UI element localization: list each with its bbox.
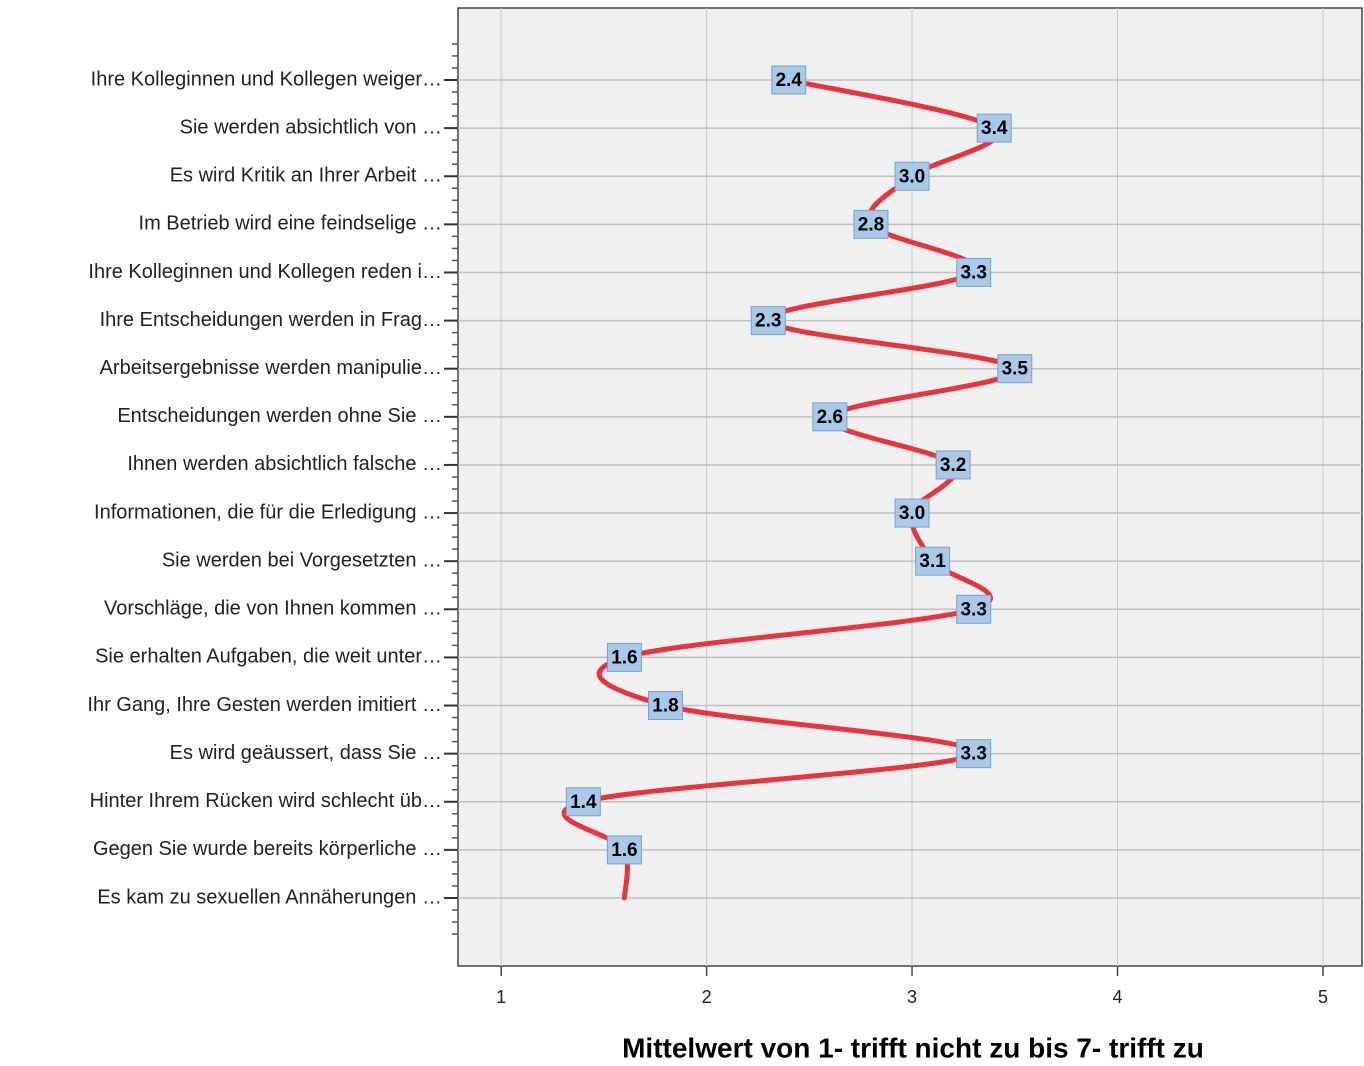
value-label-box [606,642,642,672]
value-label: 3.3 [960,262,986,283]
value-label-box [771,65,807,95]
value-label: 2.6 [817,407,843,428]
value-label-box [750,306,786,336]
value-label: 3.0 [899,166,925,187]
value-label: 3.4 [981,118,1008,139]
value-label-box [915,546,951,576]
y-tick-label: Es wird geäussert, dass Sie … [170,742,442,764]
value-label: 3.3 [960,744,986,765]
value-label-box [894,161,930,191]
value-label: 3.3 [960,599,986,620]
value-label: 2.4 [776,70,803,91]
y-tick-label: Ihre Kolleginnen und Kollegen weiger… [91,68,442,90]
value-label: 2.3 [755,311,781,332]
x-tick-label: 3 [907,987,917,1007]
value-label-box [812,402,848,432]
value-label: 3.0 [899,503,925,524]
x-tick-label: 5 [1318,987,1328,1007]
plot-area [457,7,1363,967]
value-label-box [956,594,992,624]
y-tick-label: Hinter Ihrem Rücken wird schlecht üb… [90,790,442,812]
y-tick-label: Ihre Kolleginnen und Kollegen reden i… [88,261,442,283]
y-tick-label: Gegen Sie wurde bereits körperliche … [93,838,442,860]
value-label-box [648,691,684,721]
value-label: 3.1 [919,551,946,572]
value-label-box [997,354,1033,384]
y-tick-label: Sie erhalten Aufgaben, die weit unter… [95,646,442,668]
y-tick-label: Informationen, die für die Erledigung … [94,501,442,523]
value-label: 1.4 [570,792,597,813]
value-label-box [853,209,889,239]
value-label-box [894,498,930,528]
x-tick-label: 2 [702,987,712,1007]
value-label: 3.5 [1002,359,1029,380]
value-label-box [956,257,992,287]
y-tick-label: Arbeitsergebnisse werden manipulie… [100,357,442,379]
y-tick-label: Sie werden absichtlich von … [180,116,442,138]
y-tick-label: Entscheidungen werden ohne Sie … [117,405,442,427]
value-label: 1.6 [611,647,637,668]
value-label: 3.2 [940,455,966,476]
y-tick-label: Ihnen werden absichtlich falsche … [127,453,442,475]
value-label-box [565,787,601,817]
y-tick-label: Ihre Entscheidungen werden in Frag… [100,309,442,331]
value-label: 1.8 [652,696,678,717]
x-tick-label: 4 [1113,987,1123,1007]
value-label-box [976,113,1012,143]
y-tick-label: Sie werden bei Vorgesetzten … [162,549,442,571]
value-label: 1.6 [611,840,637,861]
x-tick-label: 1 [496,987,506,1007]
value-label-box [956,739,992,769]
y-tick-label: Es wird Kritik an Ihrer Arbeit … [170,165,442,187]
y-tick-label: Ihr Gang, Ihre Gesten werden imitiert … [87,694,442,716]
y-tick-label: Im Betrieb wird eine feindselige … [139,213,442,235]
value-label-box [935,450,971,480]
y-tick-label: Vorschläge, die von Ihnen kommen … [104,598,442,620]
x-axis-title: Mittelwert von 1- trifft nicht zu bis 7-… [622,1032,1204,1063]
value-label-box [606,835,642,865]
value-label: 2.8 [858,214,884,235]
y-tick-label: Es kam zu sexuellen Annäherungen … [97,886,442,908]
